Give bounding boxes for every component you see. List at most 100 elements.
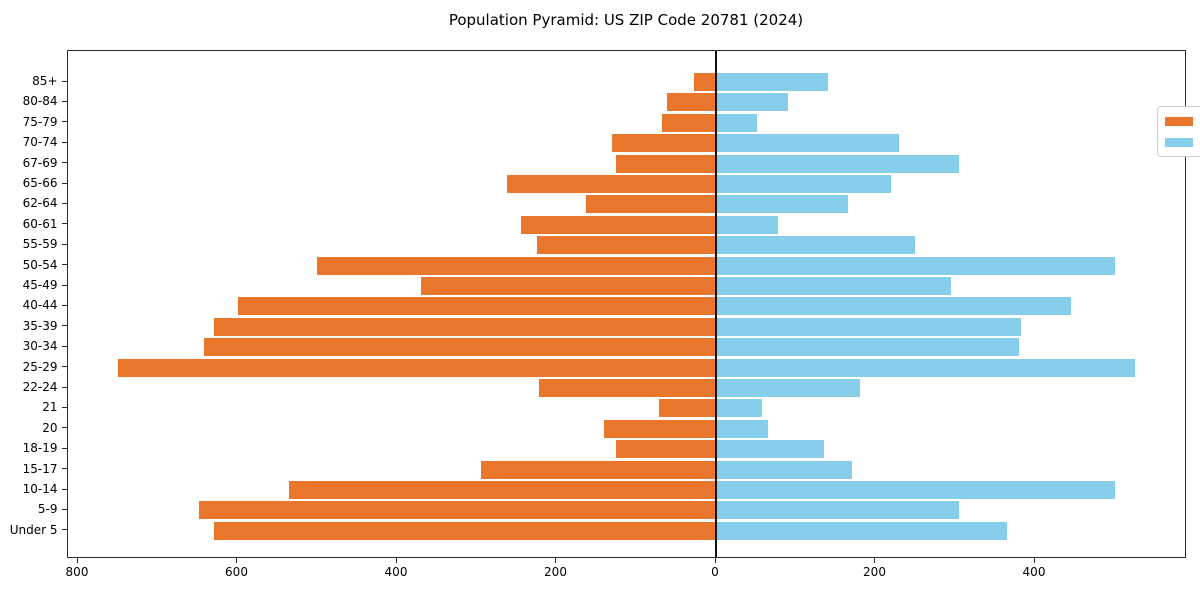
bar-male-5-9 [199, 501, 716, 520]
bar-female-65-66 [716, 175, 892, 193]
y-tick-label-80-84: 80-84 [22, 94, 58, 109]
y-tick-mark-30-34 [61, 345, 67, 347]
x-tick-label-0: 0 [711, 565, 719, 579]
bar-male-15-17 [480, 460, 716, 479]
y-tick-label-67-69: 67-69 [22, 155, 58, 170]
x-tick-mark-0 [714, 558, 716, 563]
x-tick-label-200: 200 [863, 565, 886, 579]
bar-female-22-24 [716, 379, 860, 397]
y-tick-mark-22-24 [61, 386, 67, 388]
bar-male-40-44 [237, 297, 716, 316]
y-tick-label-50-54: 50-54 [22, 257, 58, 272]
bar-male-20 [604, 419, 716, 438]
legend-entry-male: Male [1164, 114, 1200, 128]
y-tick-label-under-5: Under 5 [9, 522, 58, 537]
y-tick-label-10-14: 10-14 [22, 482, 58, 496]
bar-male-18-19 [616, 440, 716, 459]
bar-female-18-19 [716, 440, 824, 459]
y-tick-mark-80-84 [61, 100, 67, 102]
bar-male-21 [658, 399, 716, 418]
legend: Male Female [1156, 106, 1200, 157]
x-tick-mark-800 [76, 558, 78, 563]
bar-male-22-24 [538, 379, 716, 397]
y-tick-mark-75-79 [61, 121, 67, 123]
y-tick-label-15-17: 15-17 [22, 461, 58, 476]
bar-female-10-14 [716, 481, 1115, 499]
bar-female-5-9 [716, 501, 960, 520]
y-tick-mark-40-44 [61, 304, 67, 306]
bar-male-25-29 [117, 358, 716, 377]
y-tick-label-30-34: 30-34 [22, 339, 58, 354]
bar-male-62-64 [586, 195, 716, 214]
bar-male-75-79 [661, 113, 716, 132]
bar-male-60-61 [520, 215, 716, 234]
y-tick-label-5-9: 5-9 [37, 502, 58, 517]
y-tick-mark-55-59 [61, 243, 67, 245]
bar-female-35-39 [716, 317, 1022, 336]
y-tick-label-70-74: 70-74 [22, 135, 58, 150]
bar-female-70-74 [716, 134, 900, 153]
y-tick-label-35-39: 35-39 [22, 318, 58, 333]
bar-male-85+ [693, 73, 716, 91]
y-tick-mark-10-14 [61, 488, 67, 490]
bar-male-67-69 [616, 154, 716, 173]
bar-female-80-84 [716, 93, 788, 112]
x-tick-label-600: 600 [225, 565, 248, 579]
legend-entry-female: Female [1164, 135, 1200, 149]
bar-male-65-66 [507, 175, 716, 193]
y-tick-label-22-24: 22-24 [22, 380, 58, 394]
bar-female-30-34 [716, 338, 1020, 357]
bar-female-25-29 [716, 358, 1135, 377]
bar-female-85+ [716, 73, 828, 91]
x-tick-mark-200 [555, 558, 556, 563]
x-tick-mark-600 [236, 558, 237, 563]
bar-female-21 [716, 399, 763, 418]
x-tick-mark-400 [1033, 558, 1035, 563]
x-tick-mark-200 [874, 558, 875, 563]
bar-female-45-49 [716, 277, 952, 295]
x-tick-label-800: 800 [65, 565, 89, 579]
bar-male-45-49 [420, 277, 716, 295]
bar-female-15-17 [716, 460, 852, 479]
bar-female-20 [716, 419, 768, 438]
male-swatch-icon [1164, 116, 1193, 126]
y-tick-label-18-19: 18-19 [22, 441, 58, 456]
y-tick-mark-62-64 [61, 202, 67, 204]
y-tick-mark-65-66 [61, 182, 67, 184]
bar-female-62-64 [716, 195, 848, 214]
y-tick-label-21: 21 [42, 400, 58, 415]
y-tick-mark-45-49 [61, 284, 67, 286]
y-tick-mark-20 [61, 427, 67, 429]
y-tick-mark-85+ [61, 80, 67, 82]
y-tick-label-25-29: 25-29 [22, 359, 58, 374]
chart-title: Population Pyramid: US ZIP Code 20781 (2… [448, 11, 804, 29]
bar-male-under-5 [213, 521, 716, 540]
bar-male-35-39 [213, 317, 716, 336]
bar-male-10-14 [289, 481, 716, 499]
bar-female-67-69 [716, 154, 960, 173]
y-tick-mark-50-54 [61, 264, 67, 266]
y-tick-mark-5-9 [61, 508, 67, 510]
bar-male-70-74 [612, 134, 716, 153]
y-tick-mark-25-29 [61, 366, 67, 368]
x-tick-mark-400 [395, 558, 397, 563]
y-tick-label-45-49: 45-49 [22, 278, 58, 292]
y-tick-mark-15-17 [61, 468, 67, 470]
bar-female-75-79 [716, 113, 758, 132]
bar-male-80-84 [666, 93, 716, 112]
zero-axis-line [715, 51, 717, 557]
y-tick-label-75-79: 75-79 [22, 114, 58, 129]
y-tick-mark-70-74 [61, 141, 67, 143]
bar-female-60-61 [716, 215, 779, 234]
x-tick-label-200: 200 [544, 565, 567, 579]
y-tick-label-65-66: 65-66 [22, 176, 58, 190]
bar-female-40-44 [716, 297, 1071, 316]
bar-male-50-54 [317, 256, 716, 275]
y-tick-label-62-64: 62-64 [22, 196, 58, 211]
bar-female-55-59 [716, 236, 916, 255]
y-tick-label-40-44: 40-44 [22, 298, 58, 313]
plot-area: Male Female [66, 50, 1200, 558]
bar-female-50-54 [716, 256, 1115, 275]
y-tick-label-60-61: 60-61 [22, 216, 58, 231]
bar-male-30-34 [204, 338, 716, 357]
